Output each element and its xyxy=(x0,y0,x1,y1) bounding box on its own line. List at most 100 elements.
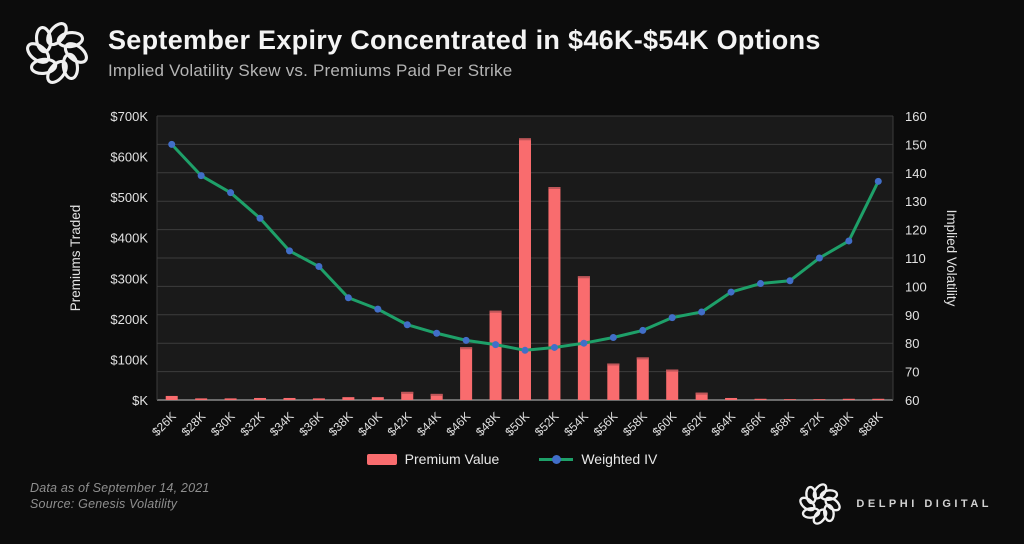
right-axis-tick: 60 xyxy=(905,393,919,408)
left-axis-tick: $100K xyxy=(110,352,148,367)
right-axis-tick: 120 xyxy=(905,223,927,238)
premium-bar xyxy=(460,347,473,400)
premium-bar xyxy=(165,395,178,400)
delphi-logo-icon xyxy=(26,22,88,84)
x-axis-tick: $30K xyxy=(208,409,238,439)
premium-value-swatch-icon xyxy=(366,453,397,465)
iv-marker xyxy=(550,343,558,351)
left-axis-tick: $K xyxy=(132,393,148,408)
x-axis-tick: $40K xyxy=(355,409,385,439)
footer-note: Data as of September 14, 2021 Source: Ge… xyxy=(30,480,210,512)
right-axis-tick: 160 xyxy=(905,109,927,124)
premium-bar-cap xyxy=(460,347,473,350)
iv-marker xyxy=(815,254,823,262)
premium-bar xyxy=(430,393,443,400)
premium-bar-cap xyxy=(489,310,502,313)
legend-label-premium-value: Premium Value xyxy=(404,451,500,467)
premium-bar xyxy=(813,399,826,400)
right-axis-tick: 100 xyxy=(905,279,927,294)
iv-marker xyxy=(492,341,500,349)
premium-bar xyxy=(489,310,502,400)
premium-bar-cap xyxy=(607,363,620,366)
iv-marker xyxy=(256,214,264,222)
left-axis-tick: $400K xyxy=(110,231,148,246)
x-axis-tick: $36K xyxy=(296,409,326,439)
right-axis-tick: 140 xyxy=(905,166,927,181)
iv-marker xyxy=(433,329,441,337)
x-axis-tick: $54K xyxy=(561,409,591,439)
iv-marker xyxy=(227,189,235,197)
x-axis-tick: $64K xyxy=(708,409,738,439)
iv-marker xyxy=(874,177,882,185)
x-axis-tick: $66K xyxy=(738,409,768,439)
brand-block: DELPHI DIGITAL xyxy=(798,482,992,526)
premium-bar xyxy=(842,398,855,400)
legend-label-weighted-iv: Weighted IV xyxy=(581,451,658,467)
x-axis-tick: $72K xyxy=(797,409,827,439)
iv-marker xyxy=(786,277,794,285)
left-axis-tick: $600K xyxy=(110,150,148,165)
premium-bar xyxy=(695,392,708,400)
premium-bar-cap xyxy=(430,393,443,396)
x-axis-tick: $52K xyxy=(532,409,562,439)
iv-marker xyxy=(609,334,617,342)
x-axis-tick: $38K xyxy=(326,409,356,439)
iv-marker xyxy=(344,294,352,302)
right-axis-title: Implied Volatility xyxy=(944,210,959,307)
iv-marker xyxy=(285,247,293,255)
x-axis-tick: $34K xyxy=(267,409,297,439)
page-subtitle: Implied Volatility Skew vs. Premiums Pai… xyxy=(108,60,513,80)
premium-bar xyxy=(666,369,679,400)
premium-bar xyxy=(371,397,384,400)
x-axis-tick: $32K xyxy=(237,409,267,439)
right-axis-tick: 80 xyxy=(905,336,919,351)
premium-bar xyxy=(754,398,767,400)
premium-bar-cap xyxy=(519,138,531,141)
title-block: September Expiry Concentrated in $46K-$5… xyxy=(108,25,821,80)
premium-bar xyxy=(254,397,267,400)
x-axis-tick: $42K xyxy=(385,409,415,439)
premium-bar xyxy=(577,276,590,400)
x-axis-tick: $56K xyxy=(591,409,621,439)
x-axis-tick: $44K xyxy=(414,409,444,439)
premium-bar-cap xyxy=(695,392,708,395)
right-axis-tick: 110 xyxy=(905,251,926,266)
premium-bar xyxy=(312,398,325,400)
iv-marker xyxy=(757,280,765,288)
premium-bar xyxy=(342,397,355,400)
premium-bar xyxy=(195,398,208,400)
iv-marker xyxy=(462,336,470,344)
x-axis-tick: $68K xyxy=(767,409,797,439)
left-axis-tick: $700K xyxy=(110,109,148,124)
x-axis-tick: $62K xyxy=(679,409,709,439)
iv-marker xyxy=(374,305,382,313)
premium-bar-cap xyxy=(636,357,649,360)
iv-marker xyxy=(315,263,323,271)
x-axis-tick: $46K xyxy=(444,409,474,439)
premium-bar xyxy=(636,357,649,400)
left-axis-title: Premiums Traded xyxy=(68,205,83,312)
legend-item-premium-value: Premium Value xyxy=(366,451,500,467)
delphi-logo-small-icon xyxy=(799,483,842,525)
premium-bar xyxy=(783,399,796,400)
page-title: September Expiry Concentrated in $46K-$5… xyxy=(108,25,821,56)
premium-bar xyxy=(725,397,738,400)
left-axis-tick: $500K xyxy=(110,190,148,205)
left-axis-tick: $300K xyxy=(110,271,148,286)
data-as-of-text: Data as of September 14, 2021 xyxy=(30,481,210,495)
header: September Expiry Concentrated in $46K-$5… xyxy=(24,20,821,86)
x-axis-tick: $28K xyxy=(179,409,209,439)
iv-marker xyxy=(580,339,588,347)
x-axis-tick: $80K xyxy=(826,409,856,439)
right-axis-tick: 130 xyxy=(905,194,927,209)
iv-marker xyxy=(668,314,676,322)
iv-marker xyxy=(168,140,176,148)
brand-name: DELPHI DIGITAL xyxy=(856,498,992,510)
left-axis-tick: $200K xyxy=(110,312,148,327)
premium-bar-cap xyxy=(577,276,590,279)
premium-bar xyxy=(872,398,885,400)
x-axis-tick: $26K xyxy=(149,409,179,439)
premium-bar xyxy=(548,187,561,400)
iv-marker xyxy=(197,172,205,180)
